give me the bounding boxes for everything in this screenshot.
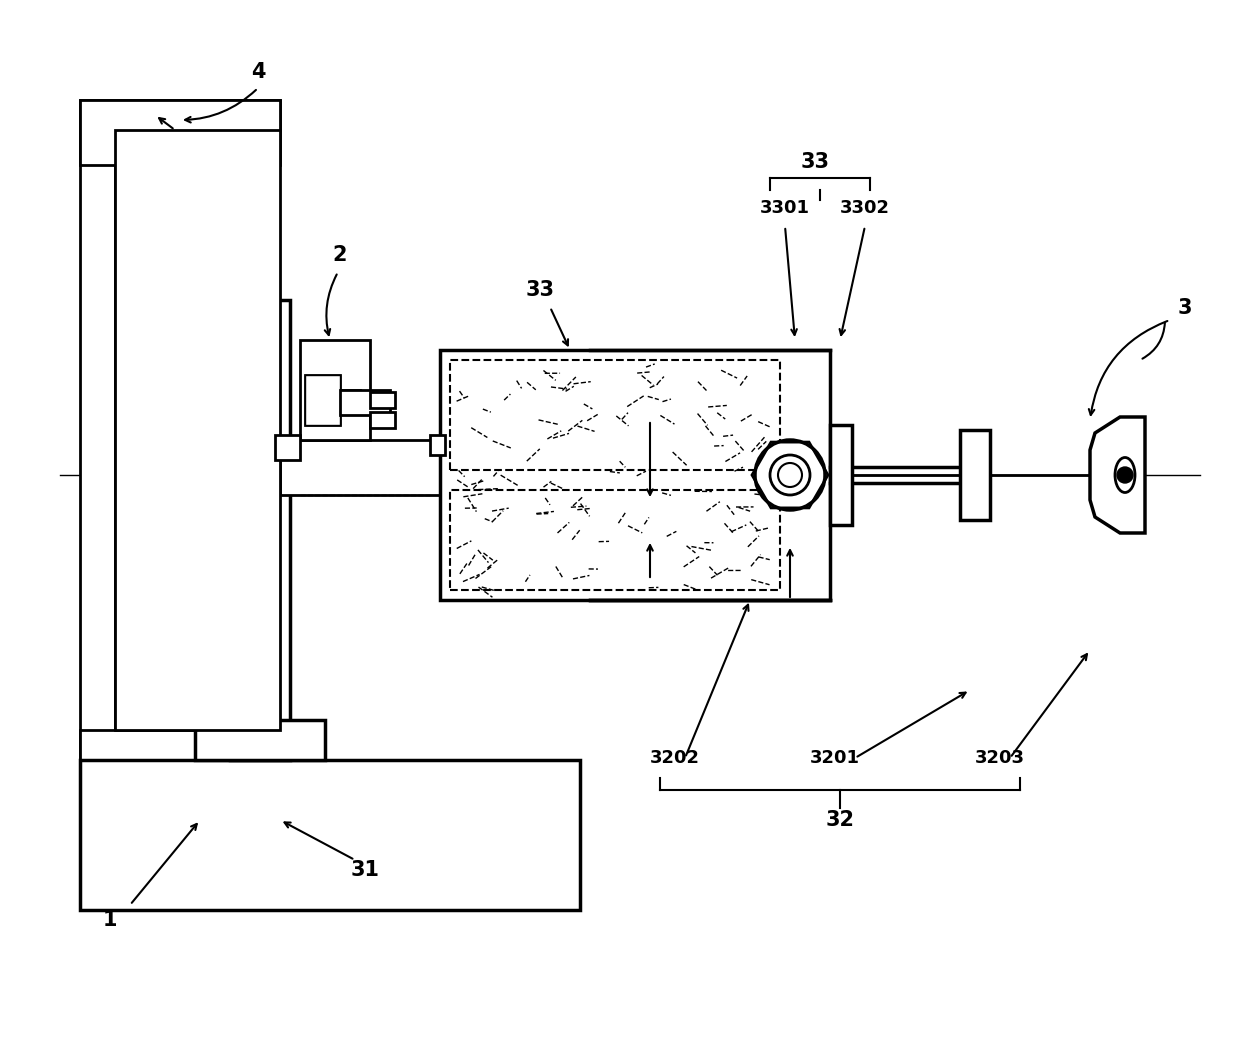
Bar bbox=[830, 425, 852, 525]
Polygon shape bbox=[751, 442, 828, 508]
Text: 31: 31 bbox=[351, 861, 379, 880]
Polygon shape bbox=[280, 440, 590, 495]
Text: 3302: 3302 bbox=[839, 199, 890, 217]
Polygon shape bbox=[300, 340, 370, 440]
Text: 3202: 3202 bbox=[650, 749, 701, 767]
Polygon shape bbox=[305, 375, 360, 425]
Polygon shape bbox=[1090, 417, 1145, 532]
Polygon shape bbox=[81, 100, 280, 760]
Text: 32: 32 bbox=[826, 810, 854, 830]
Polygon shape bbox=[195, 640, 246, 720]
Bar bbox=[115, 130, 280, 730]
Text: 33: 33 bbox=[526, 280, 554, 300]
Text: 3: 3 bbox=[1178, 298, 1192, 318]
Polygon shape bbox=[305, 375, 360, 425]
Bar bbox=[370, 412, 396, 428]
Polygon shape bbox=[81, 730, 280, 760]
Text: 2: 2 bbox=[332, 245, 347, 265]
Bar bbox=[450, 490, 780, 590]
Bar bbox=[81, 760, 580, 910]
Polygon shape bbox=[81, 100, 280, 760]
Text: 4: 4 bbox=[250, 62, 265, 82]
Polygon shape bbox=[81, 100, 280, 165]
Polygon shape bbox=[305, 375, 360, 425]
Bar bbox=[229, 300, 290, 760]
Polygon shape bbox=[195, 640, 246, 720]
Text: 3201: 3201 bbox=[810, 749, 861, 767]
Text: 33: 33 bbox=[801, 152, 830, 172]
Bar bbox=[370, 392, 396, 408]
Text: 3203: 3203 bbox=[975, 749, 1025, 767]
Bar bbox=[430, 435, 445, 455]
Bar bbox=[340, 390, 391, 415]
Text: 3301: 3301 bbox=[760, 199, 810, 217]
Text: 1: 1 bbox=[103, 910, 118, 930]
Bar bbox=[195, 720, 325, 760]
Ellipse shape bbox=[1115, 458, 1135, 492]
Circle shape bbox=[1117, 467, 1133, 483]
Polygon shape bbox=[280, 440, 590, 495]
Polygon shape bbox=[81, 100, 280, 165]
Polygon shape bbox=[300, 340, 370, 440]
Bar bbox=[960, 430, 990, 520]
Polygon shape bbox=[81, 730, 280, 760]
Bar bbox=[450, 360, 780, 470]
Bar bbox=[275, 435, 300, 460]
Bar bbox=[440, 350, 830, 600]
